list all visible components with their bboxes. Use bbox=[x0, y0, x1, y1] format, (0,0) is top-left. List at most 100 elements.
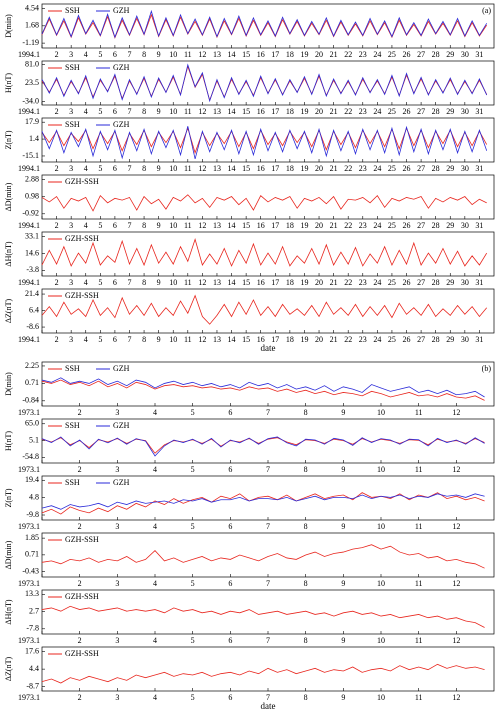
x-tick-label: 1994.1 bbox=[18, 107, 40, 116]
legend-label: GZH-SSH bbox=[65, 177, 99, 186]
x-tick-label: 6 bbox=[228, 465, 232, 474]
x-axis-label: date bbox=[261, 701, 276, 711]
y-tick-label: -0.92 bbox=[22, 209, 39, 218]
x-tick-label: 5 bbox=[98, 164, 102, 173]
y-tick-label: 2.88 bbox=[25, 174, 39, 183]
x-tick-label: 11 bbox=[415, 408, 423, 417]
series-line bbox=[41, 663, 485, 684]
x-tick-label: 20 bbox=[315, 335, 323, 344]
y-axis-label: ΔD(min) bbox=[4, 182, 13, 211]
y-tick-label: 23.5 bbox=[25, 78, 39, 87]
y-tick-label: 6.4 bbox=[29, 305, 39, 314]
x-tick-label: 12 bbox=[198, 164, 206, 173]
x-tick-label: 11 bbox=[415, 579, 423, 588]
x-tick-label: 10 bbox=[377, 636, 385, 645]
x-tick-label: 5 bbox=[191, 465, 195, 474]
y-tick-label: -15.1 bbox=[22, 151, 39, 160]
x-tick-label: 16 bbox=[257, 107, 265, 116]
y-tick-label: 0.71 bbox=[25, 550, 39, 559]
x-tick-label: 21 bbox=[330, 278, 338, 287]
x-tick-label: 11 bbox=[184, 164, 192, 173]
y-tick-label: 81.0 bbox=[25, 59, 39, 68]
y-axis-label: D(min) bbox=[4, 372, 13, 396]
x-tick-label: 19 bbox=[300, 164, 308, 173]
x-tick-label: 1994.1 bbox=[18, 164, 40, 173]
x-tick-label: 25 bbox=[388, 335, 396, 344]
x-tick-label: 21 bbox=[330, 107, 338, 116]
y-tick-label: 0.98 bbox=[25, 192, 39, 201]
x-tick-label: 12 bbox=[452, 465, 460, 474]
y-tick-label: -0.84 bbox=[22, 396, 39, 405]
x-tick-label: 27 bbox=[417, 107, 425, 116]
legend-label: GZH bbox=[113, 6, 130, 15]
x-tick-label: 4 bbox=[153, 579, 157, 588]
y-tick-label: -1.19 bbox=[22, 38, 39, 47]
y-tick-label: 14.6 bbox=[25, 248, 39, 257]
x-tick-label: 5 bbox=[191, 636, 195, 645]
x-tick-label: 9 bbox=[341, 408, 345, 417]
x-tick-label: 30 bbox=[461, 278, 469, 287]
x-tick-label: 2 bbox=[78, 693, 82, 702]
x-tick-label: 7 bbox=[266, 636, 270, 645]
x-tick-label: 16 bbox=[257, 335, 265, 344]
legend-label: GZH bbox=[113, 478, 130, 487]
x-tick-label: 10 bbox=[169, 335, 177, 344]
x-tick-label: 13 bbox=[213, 335, 221, 344]
legend-label: SSH bbox=[65, 421, 80, 430]
x-tick-label: 1973.1 bbox=[18, 522, 40, 531]
x-tick-label: 6 bbox=[113, 164, 117, 173]
x-tick-label: 7 bbox=[127, 50, 131, 59]
x-tick-label: 2 bbox=[78, 579, 82, 588]
x-tick-label: 7 bbox=[266, 693, 270, 702]
x-tick-label: 6 bbox=[228, 579, 232, 588]
x-tick-label: 9 bbox=[157, 221, 161, 230]
legend-label: GZH-SSH bbox=[65, 649, 99, 658]
legend-label: GZH-SSH bbox=[65, 234, 99, 243]
x-tick-label: 9 bbox=[341, 465, 345, 474]
x-tick-label: 14 bbox=[228, 164, 236, 173]
x-tick-label: 13 bbox=[213, 164, 221, 173]
y-tick-label: 13.3 bbox=[25, 589, 39, 598]
y-tick-label: 1.4 bbox=[29, 134, 39, 143]
x-tick-label: 25 bbox=[388, 221, 396, 230]
y-tick-label: 5.1 bbox=[29, 435, 39, 444]
x-tick-label: 18 bbox=[286, 335, 294, 344]
x-tick-label: 4 bbox=[84, 50, 88, 59]
x-tick-label: 30 bbox=[461, 50, 469, 59]
x-tick-label: 16 bbox=[257, 164, 265, 173]
x-tick-label: 3 bbox=[69, 107, 73, 116]
x-tick-label: 22 bbox=[344, 164, 352, 173]
x-tick-label: 21 bbox=[330, 164, 338, 173]
x-tick-label: 19 bbox=[300, 50, 308, 59]
y-tick-label: -34.0 bbox=[22, 96, 39, 105]
y-tick-label: -7.8 bbox=[26, 624, 39, 633]
x-tick-label: 4 bbox=[84, 221, 88, 230]
x-tick-label: 10 bbox=[169, 50, 177, 59]
x-tick-label: 16 bbox=[257, 50, 265, 59]
y-tick-label: 2.25 bbox=[25, 361, 39, 370]
x-tick-label: 14 bbox=[228, 221, 236, 230]
x-tick-label: 19 bbox=[300, 335, 308, 344]
x-tick-label: 19 bbox=[300, 107, 308, 116]
x-tick-label: 7 bbox=[127, 221, 131, 230]
y-tick-label: -9.8 bbox=[26, 510, 39, 519]
x-tick-label: 28 bbox=[432, 335, 440, 344]
panel-label: (b) bbox=[482, 364, 492, 373]
x-tick-label: 1994.1 bbox=[18, 278, 40, 287]
x-tick-label: 3 bbox=[115, 465, 119, 474]
x-tick-label: 28 bbox=[432, 50, 440, 59]
x-tick-label: 12 bbox=[452, 636, 460, 645]
x-tick-label: 29 bbox=[446, 164, 454, 173]
x-tick-label: 27 bbox=[417, 164, 425, 173]
x-tick-label: 16 bbox=[257, 221, 265, 230]
x-tick-label: 4 bbox=[84, 335, 88, 344]
x-tick-label: 15 bbox=[242, 50, 250, 59]
x-tick-label: 25 bbox=[388, 107, 396, 116]
x-tick-label: 1973.1 bbox=[18, 636, 40, 645]
x-tick-label: 17 bbox=[271, 50, 279, 59]
x-tick-label: 1973.1 bbox=[18, 408, 40, 417]
x-tick-label: 4 bbox=[153, 693, 157, 702]
x-tick-label: 4 bbox=[84, 278, 88, 287]
x-tick-label: 29 bbox=[446, 221, 454, 230]
x-tick-label: 2 bbox=[55, 335, 59, 344]
